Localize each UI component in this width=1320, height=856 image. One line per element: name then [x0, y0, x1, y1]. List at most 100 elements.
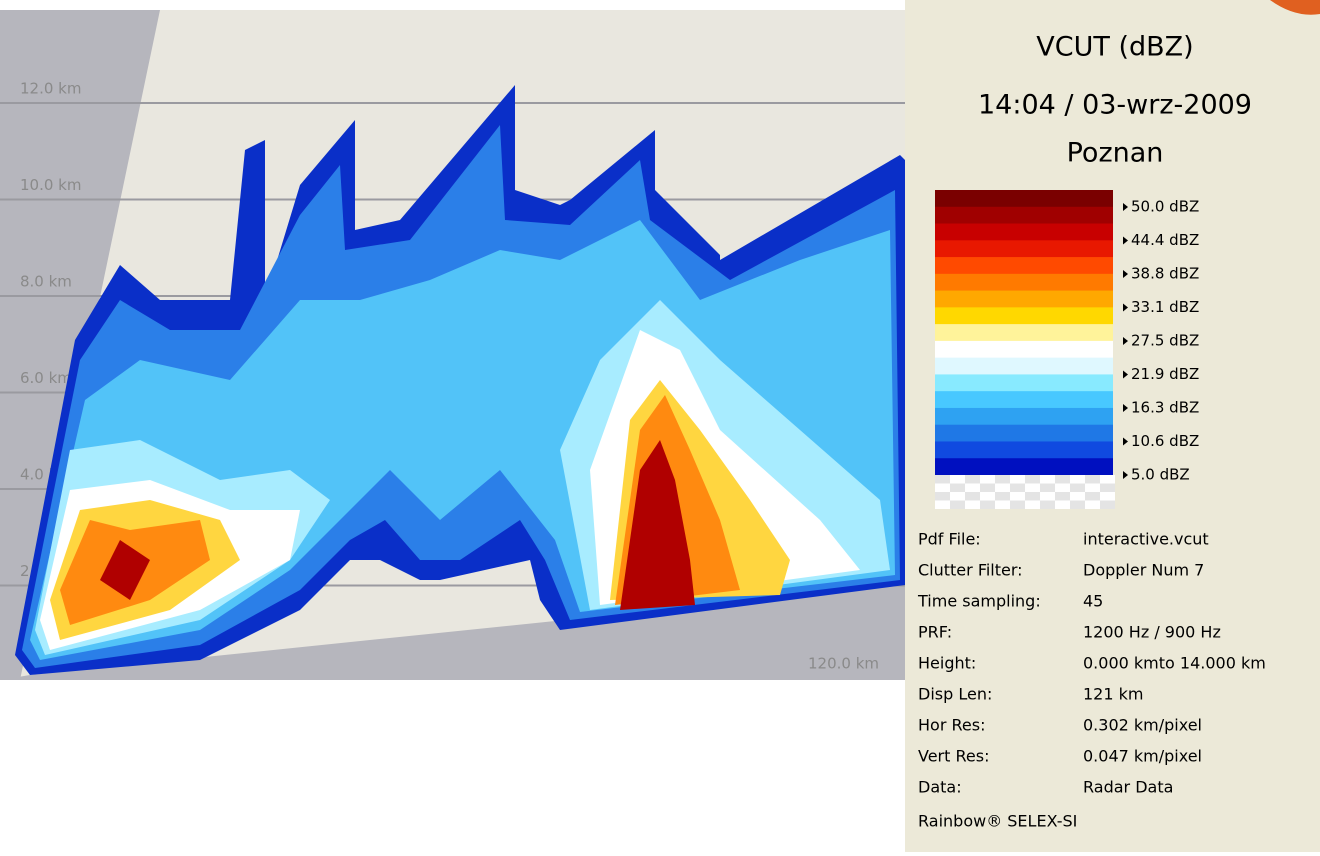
height-label: 6.0 km — [20, 369, 72, 387]
legend-label: 16.3 dBZ — [1131, 399, 1199, 417]
info-key: PRF: — [918, 623, 952, 642]
legend-transparent — [1085, 501, 1100, 510]
legend-transparent — [1070, 475, 1085, 484]
legend-transparent — [935, 501, 950, 510]
legend-band — [935, 374, 1113, 391]
legend-transparent — [1100, 492, 1115, 501]
legend-transparent — [980, 484, 995, 493]
legend-transparent — [1010, 484, 1025, 493]
legend-transparent — [935, 484, 950, 493]
info-key: Time sampling: — [917, 592, 1041, 611]
legend-time: 14:04 / 03-wrz-2009 — [978, 90, 1252, 121]
legend-band — [935, 425, 1113, 442]
legend-transparent — [995, 492, 1010, 501]
footer: Rainbow® SELEX-SI — [918, 812, 1077, 831]
height-label: 8.0 km — [20, 273, 72, 291]
legend-transparent — [995, 475, 1010, 484]
legend-band — [935, 240, 1113, 257]
legend-transparent — [950, 475, 965, 484]
legend-transparent — [1100, 484, 1115, 493]
legend-label: 50.0 dBZ — [1131, 198, 1199, 216]
legend-band — [935, 408, 1113, 425]
legend-band — [935, 207, 1113, 224]
legend-label: 21.9 dBZ — [1131, 365, 1199, 383]
height-label: 12.0 km — [20, 80, 81, 98]
legend-transparent — [1025, 492, 1040, 501]
legend-band — [935, 307, 1113, 324]
legend-transparent — [950, 484, 965, 493]
legend-label: 27.5 dBZ — [1131, 332, 1199, 350]
legend-transparent — [980, 475, 995, 484]
legend-transparent — [965, 484, 980, 493]
info-key: Data: — [918, 778, 962, 797]
legend-label: 38.8 dBZ — [1131, 265, 1199, 283]
info-key: Hor Res: — [918, 716, 985, 735]
legend-transparent — [995, 501, 1010, 510]
info-key: Disp Len: — [918, 685, 992, 704]
legend-transparent — [965, 475, 980, 484]
legend-band — [935, 291, 1113, 308]
legend-transparent — [1010, 475, 1025, 484]
legend-transparent — [1040, 475, 1055, 484]
legend-title: VCUT (dBZ) — [1036, 32, 1193, 63]
legend-transparent — [1010, 492, 1025, 501]
legend-transparent — [965, 501, 980, 510]
legend-transparent — [1055, 484, 1070, 493]
legend-band — [935, 224, 1113, 241]
info-value: 45 — [1083, 592, 1103, 611]
legend-label: 33.1 dBZ — [1131, 298, 1199, 316]
legend-transparent — [1025, 475, 1040, 484]
legend-band — [935, 190, 1113, 207]
legend-transparent — [1025, 501, 1040, 510]
legend-transparent — [1055, 501, 1070, 510]
legend-band — [935, 324, 1113, 341]
legend-label: 5.0 dBZ — [1131, 466, 1190, 484]
legend-transparent — [935, 492, 950, 501]
legend-transparent — [965, 492, 980, 501]
legend-band — [935, 257, 1113, 274]
height-label: 10.0 km — [20, 176, 81, 194]
legend-transparent — [935, 475, 950, 484]
info-key: Height: — [918, 654, 976, 673]
legend-transparent — [1010, 501, 1025, 510]
legend-band — [935, 358, 1113, 375]
legend-transparent — [1100, 475, 1115, 484]
info-value: 121 km — [1083, 685, 1143, 704]
legend-transparent — [980, 492, 995, 501]
legend-band — [935, 458, 1113, 475]
legend-transparent — [1070, 484, 1085, 493]
legend-transparent — [1085, 475, 1100, 484]
info-value: 1200 Hz / 900 Hz — [1083, 623, 1221, 642]
legend-label: 44.4 dBZ — [1131, 231, 1199, 249]
legend-label: 10.6 dBZ — [1131, 432, 1199, 450]
legend-band — [935, 341, 1113, 358]
legend-transparent — [1100, 501, 1115, 510]
info-key: Vert Res: — [918, 747, 989, 766]
legend-transparent — [1085, 484, 1100, 493]
legend-transparent — [1070, 492, 1085, 501]
legend-transparent — [1025, 484, 1040, 493]
legend-transparent — [1055, 475, 1070, 484]
legend-transparent — [1055, 492, 1070, 501]
info-key: Pdf File: — [918, 530, 981, 549]
info-value: Doppler Num 7 — [1083, 561, 1204, 580]
legend-transparent — [1040, 501, 1055, 510]
legend-site: Poznan — [1067, 138, 1164, 169]
info-value: 0.302 km/pixel — [1083, 716, 1202, 735]
legend-transparent — [1070, 501, 1085, 510]
range-label: 120.0 km — [808, 655, 879, 673]
legend-transparent — [950, 492, 965, 501]
legend-transparent — [1040, 484, 1055, 493]
info-value: 0.000 kmto 14.000 km — [1083, 654, 1266, 673]
info-value: 0.047 km/pixel — [1083, 747, 1202, 766]
legend-transparent — [1085, 492, 1100, 501]
radar-window: 12.0 km10.0 km8.0 km6.0 km4.0 km2.0 km 1… — [0, 0, 1320, 852]
legend-transparent — [980, 501, 995, 510]
info-value: interactive.vcut — [1083, 530, 1209, 549]
legend-band — [935, 391, 1113, 408]
legend-band — [935, 274, 1113, 291]
legend-band — [935, 441, 1113, 458]
legend-transparent — [995, 484, 1010, 493]
info-key: Clutter Filter: — [918, 561, 1023, 580]
